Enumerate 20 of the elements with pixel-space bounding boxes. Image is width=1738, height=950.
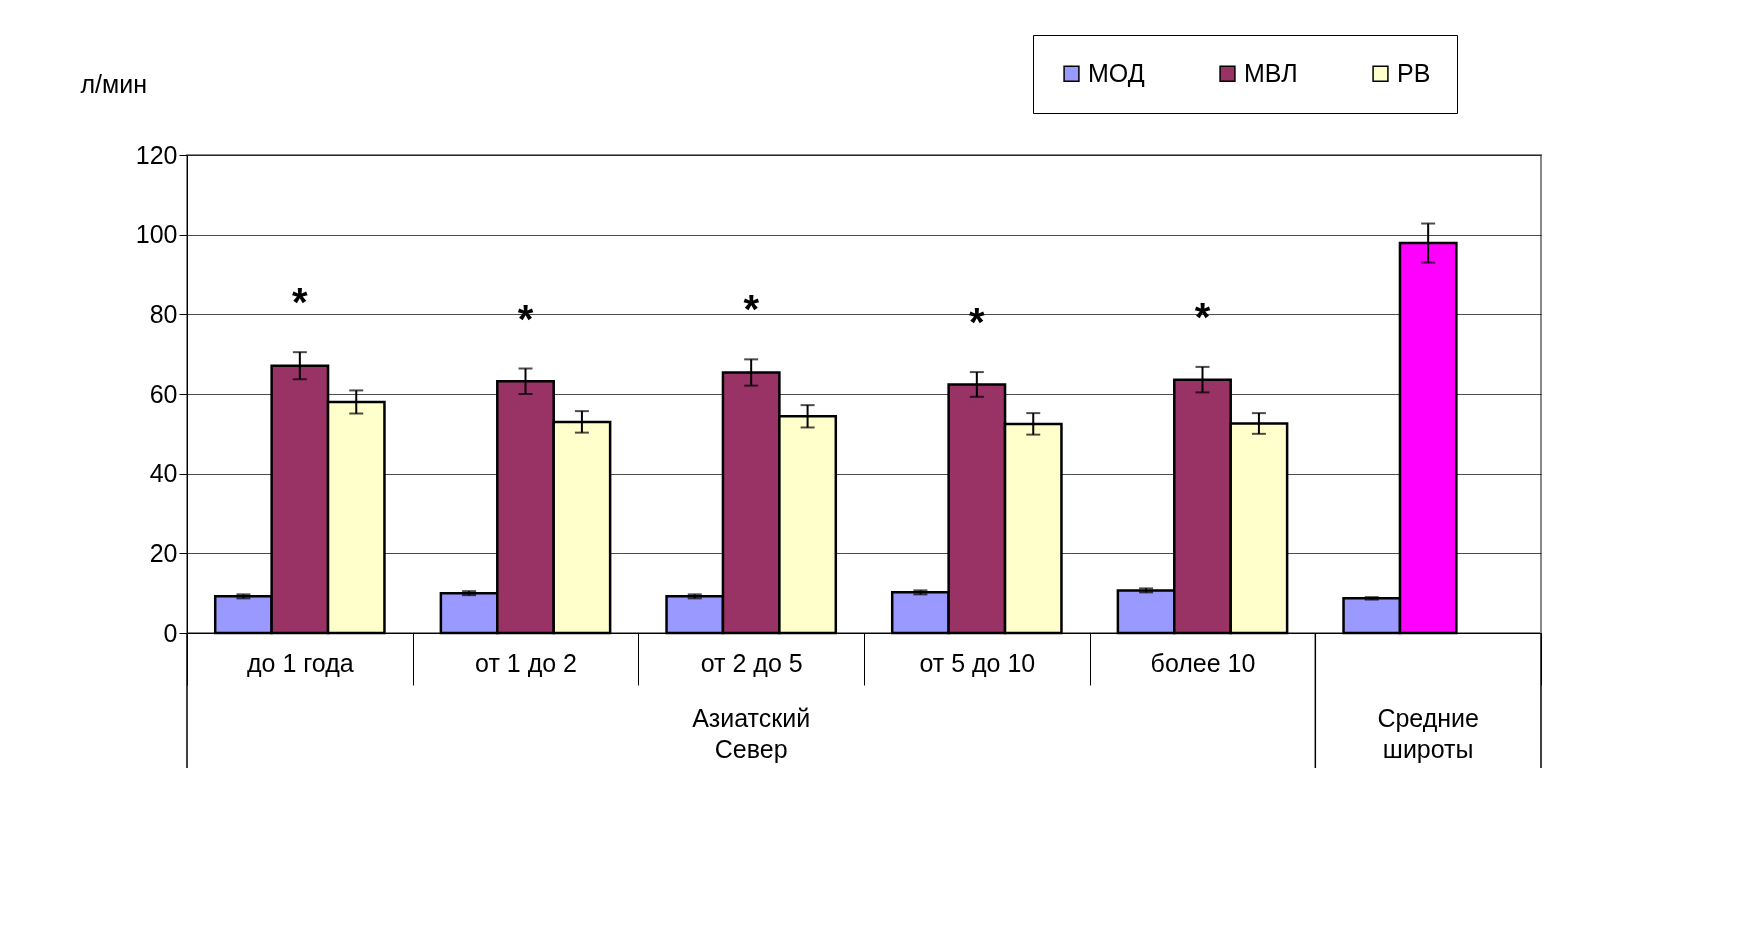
y-tick-label: 100	[135, 220, 178, 249]
legend-label: МОД	[1088, 58, 1145, 87]
y-tick-label: 20	[149, 538, 178, 567]
y-tick-label: 120	[135, 140, 178, 169]
text: Средние широты	[1377, 704, 1479, 763]
x-tick-label: до 1 года	[246, 648, 354, 677]
y-tick-label: 0	[163, 618, 178, 647]
x-tick-label: от 5 до 10	[919, 648, 1036, 677]
y-axis-title: л/мин	[80, 69, 147, 98]
legend-label: РВ	[1397, 58, 1431, 87]
x-tick-label: от 2 до 5	[700, 648, 803, 677]
y-tick-label: 60	[149, 379, 178, 408]
annotation: *	[743, 287, 760, 332]
text: Азиатский Север	[692, 704, 811, 763]
x-tick-label: от 1 до 2	[475, 648, 577, 677]
y-tick-label: 40	[149, 459, 178, 488]
x-tick-label: более 10	[1150, 648, 1256, 677]
legend-label: МВЛ	[1244, 58, 1298, 87]
y-tick-label: 80	[149, 299, 178, 328]
annotation: *	[292, 280, 309, 325]
